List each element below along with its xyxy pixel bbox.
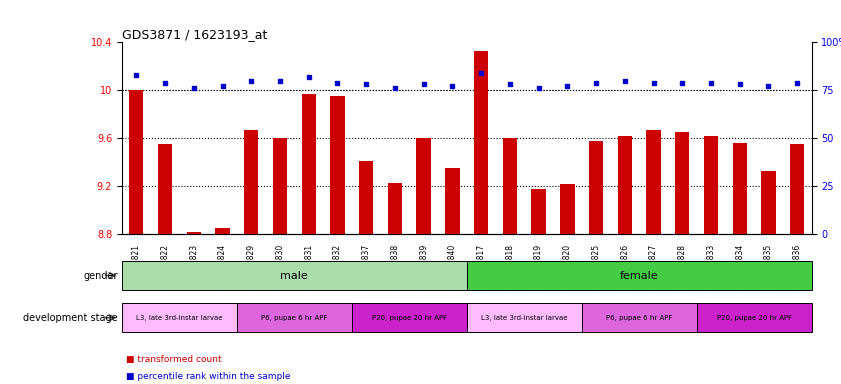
Text: P20, pupae 20 hr APF: P20, pupae 20 hr APF <box>717 315 791 321</box>
Bar <box>244 130 258 234</box>
Bar <box>467 261 812 290</box>
Text: ■ percentile rank within the sample: ■ percentile rank within the sample <box>126 372 291 381</box>
Bar <box>582 303 696 332</box>
Bar <box>560 184 574 234</box>
Text: P20, pupae 20 hr APF: P20, pupae 20 hr APF <box>372 315 447 321</box>
Bar <box>302 94 316 234</box>
Bar <box>388 183 402 234</box>
Text: L3, late 3rd-instar larvae: L3, late 3rd-instar larvae <box>136 315 223 321</box>
Bar <box>445 168 459 234</box>
Bar <box>352 303 467 332</box>
Text: L3, late 3rd-instar larvae: L3, late 3rd-instar larvae <box>481 315 568 321</box>
Bar <box>675 132 690 234</box>
Bar <box>761 170 775 234</box>
Bar <box>122 261 467 290</box>
Bar <box>331 96 345 234</box>
Bar <box>532 189 546 234</box>
Bar <box>359 161 373 234</box>
Text: P6, pupae 6 hr APF: P6, pupae 6 hr APF <box>606 315 672 321</box>
Bar <box>467 303 582 332</box>
Bar <box>122 303 237 332</box>
Bar <box>647 130 661 234</box>
Bar <box>416 138 431 234</box>
Text: ■ transformed count: ■ transformed count <box>126 355 222 364</box>
Bar <box>187 232 201 234</box>
Text: male: male <box>281 270 308 281</box>
Text: GDS3871 / 1623193_at: GDS3871 / 1623193_at <box>122 28 267 41</box>
Bar <box>503 138 517 234</box>
Text: development stage: development stage <box>23 313 118 323</box>
Text: P6, pupae 6 hr APF: P6, pupae 6 hr APF <box>262 315 327 321</box>
Bar <box>474 51 489 234</box>
Bar <box>704 136 718 234</box>
Text: female: female <box>620 270 659 281</box>
Bar <box>790 144 804 234</box>
Bar <box>617 136 632 234</box>
Bar <box>130 90 144 234</box>
Bar <box>589 141 603 234</box>
Bar <box>733 143 747 234</box>
Bar <box>272 138 287 234</box>
Bar <box>696 303 812 332</box>
Bar <box>237 303 352 332</box>
Bar <box>215 228 230 234</box>
Text: gender: gender <box>83 270 118 281</box>
Bar <box>158 144 172 234</box>
